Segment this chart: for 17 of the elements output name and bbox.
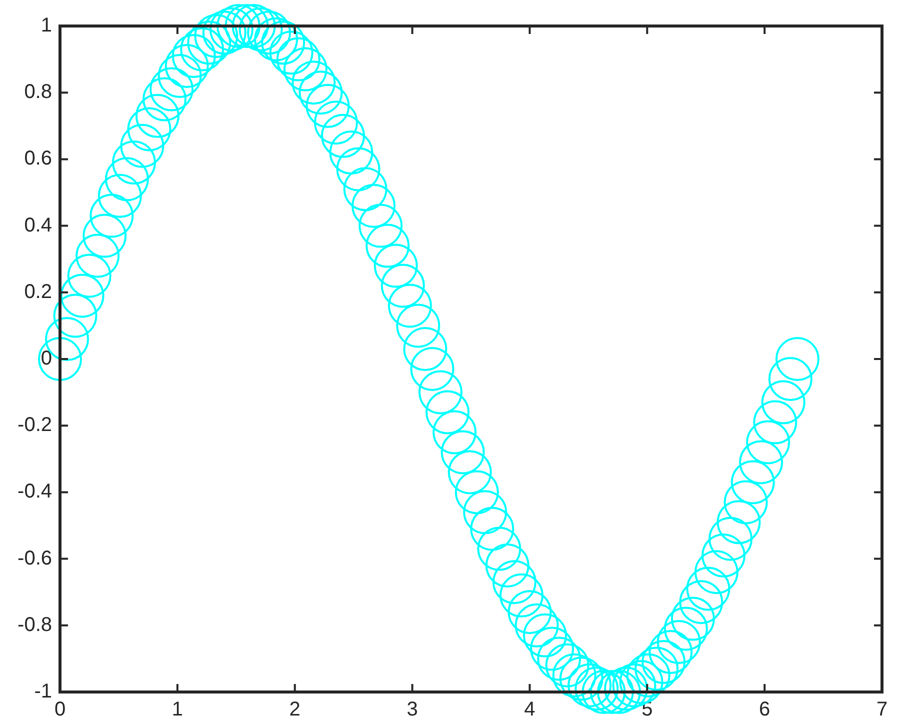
y-tick-label: 0 <box>40 348 52 370</box>
y-tick-label: 0.4 <box>24 214 52 236</box>
y-tick-label: -0.4 <box>18 480 52 503</box>
x-tick-label: 7 <box>876 698 888 721</box>
x-tick-label: 1 <box>172 698 183 721</box>
y-tick-label: 0.2 <box>24 280 52 303</box>
x-tick-label: 2 <box>289 698 300 721</box>
y-tick-label: -0.2 <box>18 414 52 436</box>
y-tick-label: -1 <box>34 680 52 703</box>
y-tick-label: 1 <box>40 14 52 37</box>
x-tick-label: 6 <box>759 698 770 721</box>
x-tick-label: 3 <box>406 698 418 721</box>
y-tick-label: 0.6 <box>24 148 52 170</box>
y-tick-label: 0.8 <box>24 81 52 104</box>
y-tick-label: -0.6 <box>18 547 52 570</box>
x-tick-label: 4 <box>524 698 536 721</box>
y-tick-label: -0.8 <box>18 614 52 636</box>
